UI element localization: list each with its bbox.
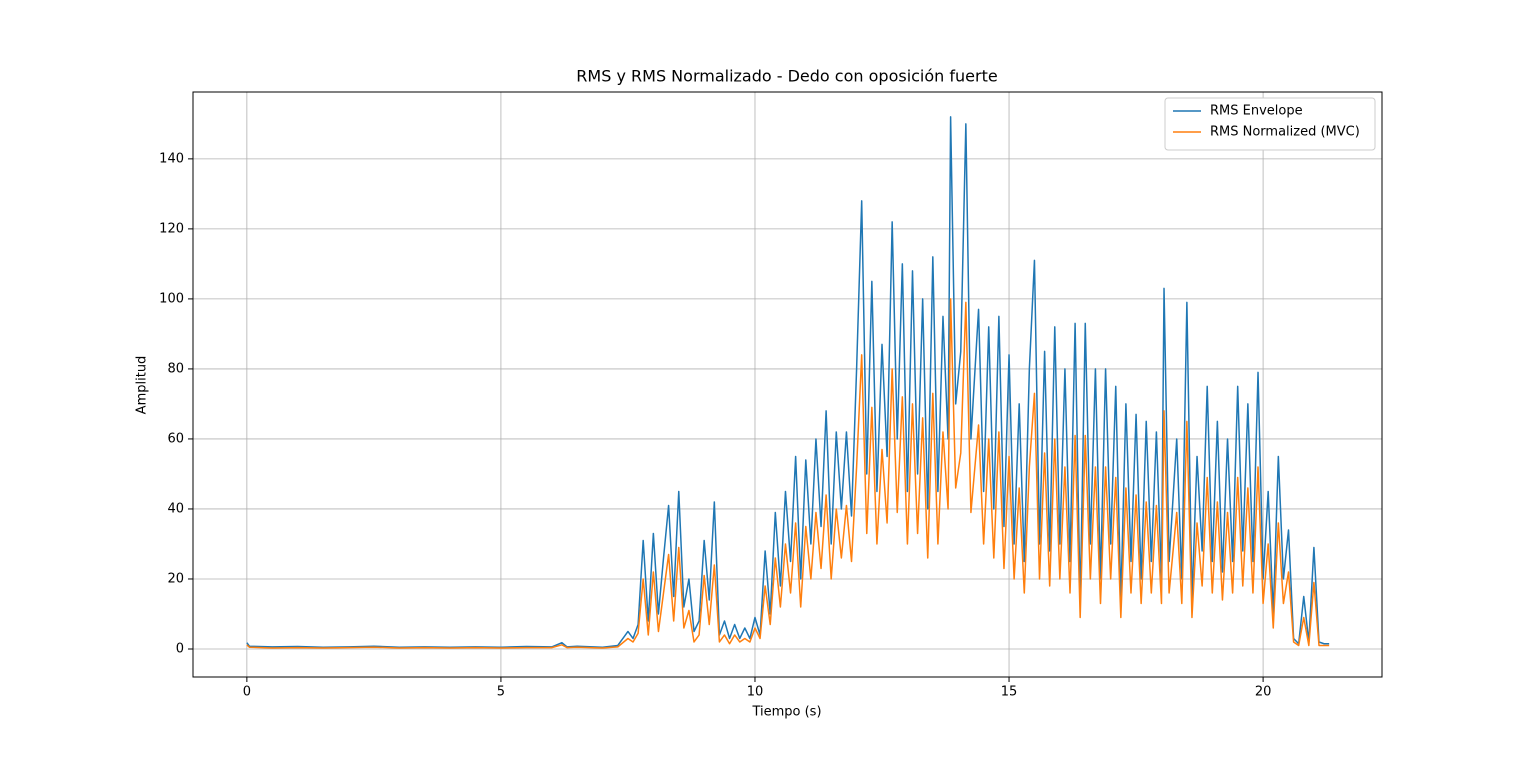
y-tick-label: 120 — [159, 221, 184, 236]
y-tick-label: 0 — [176, 641, 184, 656]
line-series — [246, 116, 1330, 648]
x-tick-label: 15 — [1001, 685, 1018, 700]
x-tick-label: 20 — [1255, 685, 1272, 700]
y-tick-label: 100 — [159, 291, 184, 306]
legend-label: RMS Normalized (MVC) — [1210, 125, 1360, 140]
plot-frame — [192, 91, 1383, 678]
x-tick-label: 0 — [243, 685, 251, 700]
y-tick-label: 80 — [167, 361, 184, 376]
x-axis-label: Tiempo (s) — [751, 705, 821, 720]
x-tick-label: 10 — [747, 685, 764, 700]
y-tick-label: 20 — [167, 571, 184, 586]
y-tick-label: 140 — [159, 151, 184, 166]
x-tick-label: 5 — [497, 685, 505, 700]
y-tick-label: 40 — [167, 501, 184, 516]
line-series — [246, 298, 1330, 649]
chart-title: RMS y RMS Normalizado - Dedo con oposici… — [576, 67, 997, 86]
y-axis-label: Amplitud — [135, 356, 150, 415]
legend-box — [1164, 97, 1376, 151]
y-tick-label: 60 — [167, 431, 184, 446]
legend-label: RMS Envelope — [1210, 104, 1303, 119]
